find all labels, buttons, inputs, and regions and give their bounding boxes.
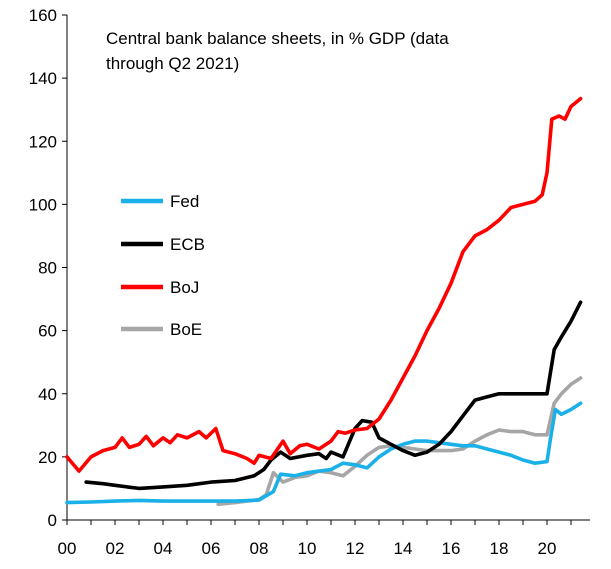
legend-label-ecb: ECB — [170, 235, 205, 254]
y-tick-label: 40 — [38, 385, 57, 404]
x-tick-label: 00 — [58, 539, 77, 558]
x-tick-label: 20 — [538, 539, 557, 558]
x-axis: 00 02 04 06 08 10 12 14 16 18 20 — [58, 519, 590, 558]
x-tick-label: 10 — [298, 539, 317, 558]
y-tick-label: 0 — [48, 511, 57, 530]
series-line-boe — [216, 376, 583, 506]
x-tick-label: 18 — [490, 539, 509, 558]
x-tick-label: 16 — [442, 539, 461, 558]
chart-title-line: through Q2 2021) — [106, 54, 239, 73]
legend-label-boj: BoJ — [170, 278, 199, 297]
y-tick-label: 140 — [29, 69, 57, 88]
chart-title-line: Central bank balance sheets, in % GDP (d… — [106, 29, 449, 48]
legend-label-fed: Fed — [170, 192, 199, 211]
series-line-boj — [65, 96, 583, 473]
y-tick-label: 160 — [29, 6, 57, 25]
series-layer — [65, 96, 583, 506]
x-tick-label: 08 — [250, 539, 269, 558]
series-line-fed — [65, 401, 583, 505]
y-tick-label: 100 — [29, 195, 57, 214]
x-tick-label: 04 — [154, 539, 173, 558]
y-tick-label: 20 — [38, 448, 57, 467]
x-tick-label: 14 — [394, 539, 413, 558]
y-tick-label: 120 — [29, 132, 57, 151]
x-tick-label: 06 — [202, 539, 221, 558]
y-tick-label: 60 — [38, 322, 57, 341]
y-tick-label: 80 — [38, 259, 57, 278]
y-axis: 0 20 40 60 80 100 120 140 160 — [29, 6, 68, 530]
x-tick-label: 12 — [346, 539, 365, 558]
chart-title: Central bank balance sheets, in % GDP (d… — [106, 29, 449, 73]
series-line-ecb — [84, 300, 583, 491]
legend: Fed ECB BoJ BoE — [121, 192, 205, 339]
legend-label-boe: BoE — [170, 320, 202, 339]
x-tick-label: 02 — [106, 539, 125, 558]
